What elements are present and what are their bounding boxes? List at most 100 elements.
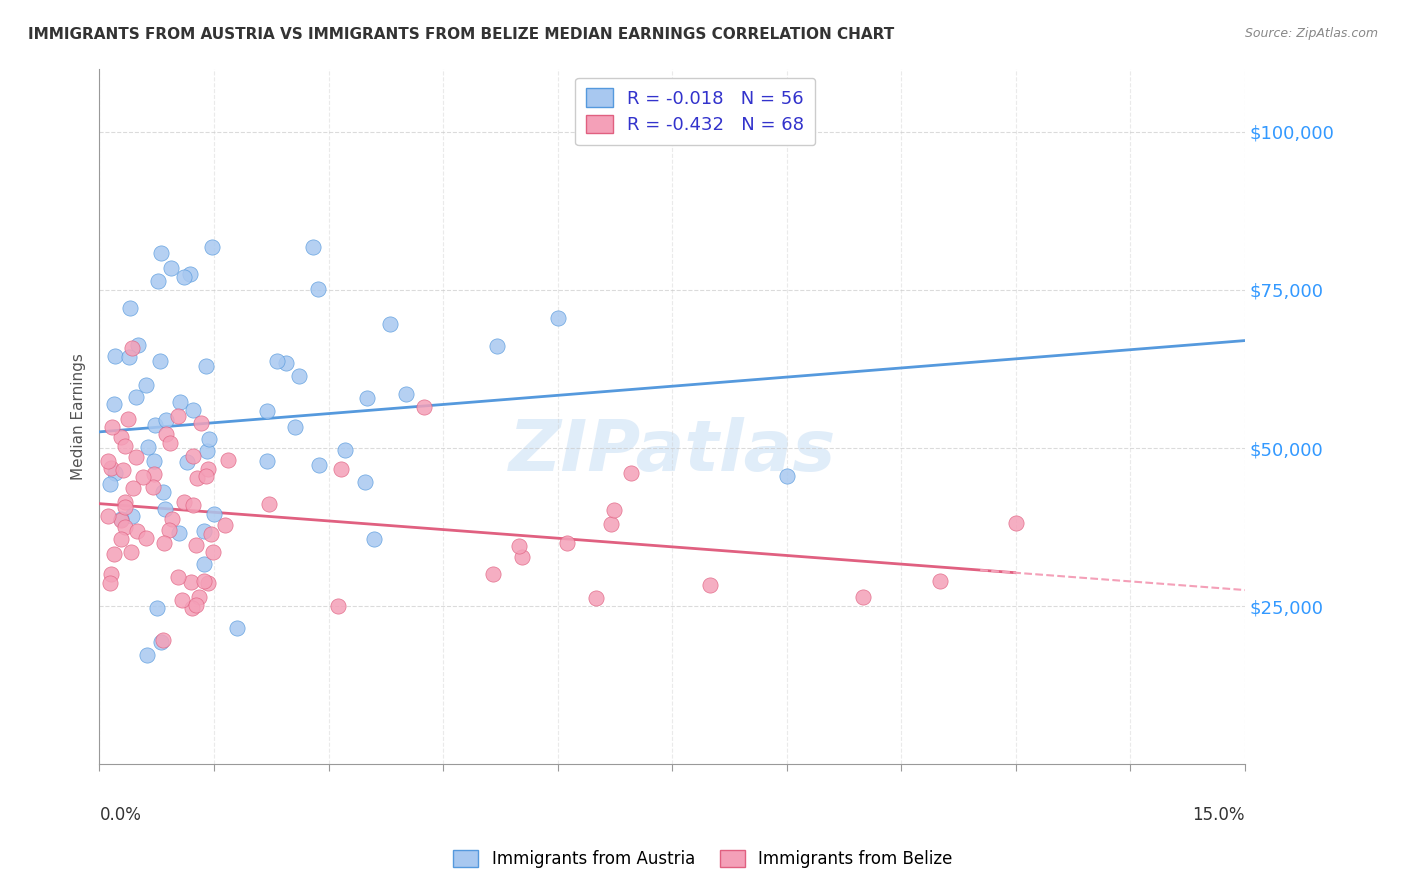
Point (167, 526, 190, 541)
Point (284, 419, 307, 434)
Point (149, 246, 172, 260)
Point (103, 397, 125, 411)
Point (173, 494, 195, 508)
Point (330, 462, 353, 476)
Point (153, 501, 176, 516)
Point (356, 392, 378, 406)
Text: ZIPatlas: ZIPatlas (509, 417, 837, 485)
Point (131, 470, 153, 484)
Point (142, 480, 165, 494)
Point (288, 369, 311, 384)
Point (169, 394, 191, 409)
Point (183, 498, 205, 512)
Point (160, 512, 183, 526)
Point (160, 261, 183, 276)
Point (98, 576, 121, 591)
Point (155, 426, 177, 441)
Point (142, 454, 165, 468)
Point (100, 461, 122, 475)
Point (928, 574, 950, 589)
Point (149, 634, 172, 648)
Point (353, 475, 375, 489)
Point (600, 516, 623, 531)
Point (510, 549, 533, 564)
Point (699, 577, 721, 591)
Point (482, 567, 505, 582)
Point (155, 413, 177, 427)
Y-axis label: Median Earnings: Median Earnings (72, 353, 86, 480)
Point (121, 341, 143, 355)
Point (225, 621, 247, 635)
Point (197, 576, 219, 591)
Point (195, 444, 218, 458)
Point (181, 601, 204, 615)
Point (187, 590, 209, 604)
Point (259, 497, 281, 511)
Point (181, 403, 204, 417)
Point (308, 458, 330, 472)
Point (143, 467, 166, 481)
Point (110, 513, 132, 527)
Point (620, 467, 643, 481)
Legend: Immigrants from Austria, Immigrants from Belize: Immigrants from Austria, Immigrants from… (447, 843, 959, 875)
Point (193, 574, 215, 588)
Point (97, 508, 120, 523)
Point (117, 411, 139, 425)
Point (274, 356, 297, 370)
Point (170, 593, 193, 607)
Point (104, 466, 127, 480)
Point (378, 317, 401, 331)
Point (114, 520, 136, 534)
Point (1005, 516, 1028, 531)
Point (114, 439, 136, 453)
Point (97, 454, 120, 468)
Point (184, 539, 207, 553)
Point (197, 432, 219, 446)
Point (193, 524, 215, 539)
Point (135, 531, 157, 545)
Point (118, 350, 141, 364)
Point (256, 454, 278, 468)
Point (395, 387, 418, 401)
Point (193, 557, 215, 571)
Point (195, 468, 218, 483)
Point (214, 517, 236, 532)
Point (122, 481, 145, 495)
Point (125, 450, 148, 464)
Text: 0.0%: 0.0% (100, 806, 142, 824)
Point (508, 539, 530, 553)
Point (585, 591, 607, 606)
Point (110, 533, 132, 547)
Point (127, 338, 149, 352)
Point (125, 391, 148, 405)
Point (190, 416, 212, 430)
Point (186, 471, 208, 485)
Point (118, 301, 141, 315)
Point (217, 453, 239, 467)
Point (183, 449, 205, 463)
Point (485, 339, 508, 353)
Point (202, 508, 225, 522)
Point (201, 240, 224, 254)
Point (200, 527, 222, 541)
Point (852, 591, 875, 605)
Point (195, 359, 218, 374)
Text: 15.0%: 15.0% (1192, 806, 1246, 824)
Point (159, 435, 181, 450)
Point (176, 455, 198, 469)
Point (557, 536, 579, 550)
Point (166, 409, 188, 423)
Point (413, 401, 436, 415)
Text: IMMIGRANTS FROM AUSTRIA VS IMMIGRANTS FROM BELIZE MEDIAN EARNINGS CORRELATION CH: IMMIGRANTS FROM AUSTRIA VS IMMIGRANTS FR… (28, 27, 894, 42)
Point (363, 533, 385, 547)
Point (103, 548, 125, 562)
Point (120, 545, 142, 559)
Point (776, 468, 799, 483)
Point (146, 274, 169, 288)
Point (152, 485, 174, 500)
Point (110, 430, 132, 444)
Point (121, 509, 143, 524)
Point (335, 442, 357, 457)
Point (179, 267, 201, 281)
Point (110, 512, 132, 526)
